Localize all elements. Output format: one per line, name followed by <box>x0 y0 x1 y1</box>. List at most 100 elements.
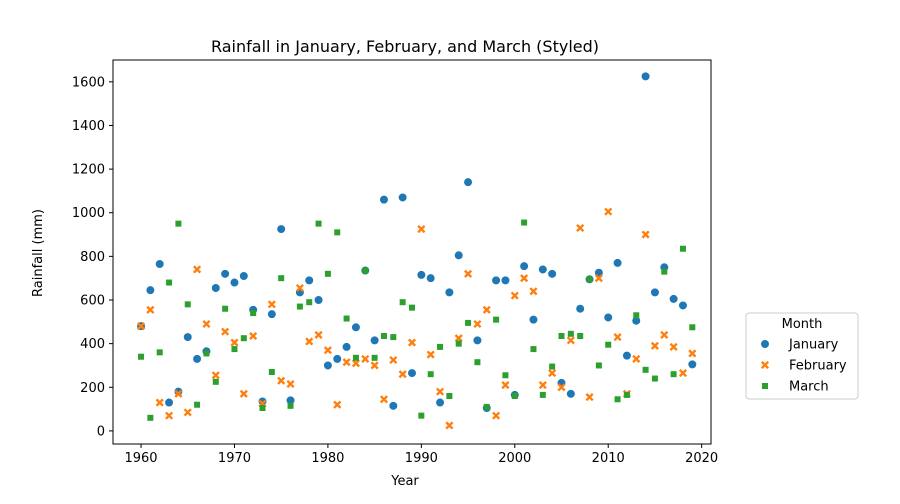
data-point <box>650 287 660 297</box>
data-point <box>567 330 574 337</box>
data-point <box>603 312 613 323</box>
x-tick-label: 1970 <box>218 451 251 466</box>
data-point <box>212 378 219 385</box>
data-point <box>435 387 445 396</box>
data-point <box>388 401 398 411</box>
data-point <box>444 287 454 297</box>
data-point <box>334 229 341 236</box>
data-point <box>390 334 397 341</box>
data-point <box>276 224 286 234</box>
data-point <box>165 411 174 420</box>
data-point <box>614 396 621 403</box>
data-point <box>173 387 184 397</box>
data-point <box>175 220 182 227</box>
data-point <box>548 369 557 378</box>
data-point <box>530 346 537 353</box>
data-point <box>558 333 565 339</box>
data-point <box>435 397 445 408</box>
data-point <box>315 220 322 227</box>
data-point <box>341 342 352 352</box>
data-point <box>342 358 351 367</box>
data-point <box>613 333 622 342</box>
data-point <box>575 304 585 314</box>
y-axis: 0 200 400 600 800 1000 1200 1400 1600 <box>72 75 113 439</box>
data-point <box>370 361 379 370</box>
legend-marker-january <box>760 339 770 349</box>
data-point <box>586 276 593 283</box>
data-point <box>278 275 285 282</box>
data-point <box>660 330 669 339</box>
data-point <box>155 398 164 407</box>
data-point <box>491 275 501 285</box>
data-point <box>211 371 220 380</box>
data-point <box>146 305 155 314</box>
data-point <box>229 277 240 288</box>
data-point <box>145 285 155 295</box>
y-tick-label: 1400 <box>72 119 105 134</box>
data-point <box>557 383 566 392</box>
x-tick-label: 2020 <box>685 451 718 466</box>
data-point <box>314 330 323 339</box>
legend-label-march: March <box>789 380 829 395</box>
data-point <box>268 369 275 375</box>
data-point <box>240 335 247 342</box>
data-point <box>549 363 556 370</box>
data-point <box>577 333 584 339</box>
legend-box <box>745 312 859 400</box>
data-point <box>409 304 415 311</box>
data-point <box>416 270 426 280</box>
data-point <box>687 359 697 369</box>
legend-label-january: January <box>788 338 839 353</box>
data-point <box>352 354 359 361</box>
data-point <box>539 391 546 398</box>
data-point <box>669 342 678 351</box>
data-point <box>651 375 658 382</box>
data-point <box>622 351 632 361</box>
data-point <box>426 273 436 283</box>
data-point <box>465 319 472 326</box>
data-point <box>492 411 501 420</box>
data-point <box>147 414 154 421</box>
data-point <box>585 393 594 402</box>
data-points <box>136 71 697 430</box>
data-point <box>678 369 688 378</box>
data-point <box>398 192 408 203</box>
y-tick-label: 1200 <box>72 163 105 178</box>
data-point <box>661 268 668 275</box>
data-point <box>250 310 257 317</box>
data-point <box>633 312 640 319</box>
data-point <box>455 340 462 347</box>
data-point <box>446 393 453 399</box>
data-point <box>427 371 434 378</box>
data-point <box>576 223 585 233</box>
data-point <box>184 301 191 308</box>
data-point <box>650 341 659 350</box>
y-tick-label: 400 <box>80 337 105 352</box>
data-point <box>192 354 202 364</box>
data-point <box>418 412 425 419</box>
data-point <box>203 350 210 357</box>
y-tick-label: 1000 <box>72 206 105 221</box>
data-point <box>259 405 266 411</box>
data-point <box>323 346 332 355</box>
data-point <box>566 389 576 399</box>
data-point <box>194 401 201 408</box>
data-point <box>333 400 342 409</box>
data-point <box>670 371 677 378</box>
y-tick-label: 600 <box>80 294 105 309</box>
data-point <box>623 391 630 398</box>
data-point <box>323 360 333 371</box>
data-point <box>399 299 406 306</box>
data-point <box>231 346 238 353</box>
data-point <box>632 354 641 363</box>
data-point <box>669 294 679 304</box>
plot-area: 1960 1970 1980 1990 2000 2010 2020 0 200 400 600 8… <box>72 59 718 466</box>
data-point <box>511 393 518 399</box>
data-point <box>379 195 389 205</box>
x-axis: 1960 1970 1980 1990 2000 2010 2020 <box>124 444 718 466</box>
data-point <box>166 279 173 286</box>
data-point <box>211 283 221 293</box>
y-tick-label: 0 <box>97 424 105 439</box>
data-point <box>520 274 529 283</box>
data-point <box>679 245 686 252</box>
